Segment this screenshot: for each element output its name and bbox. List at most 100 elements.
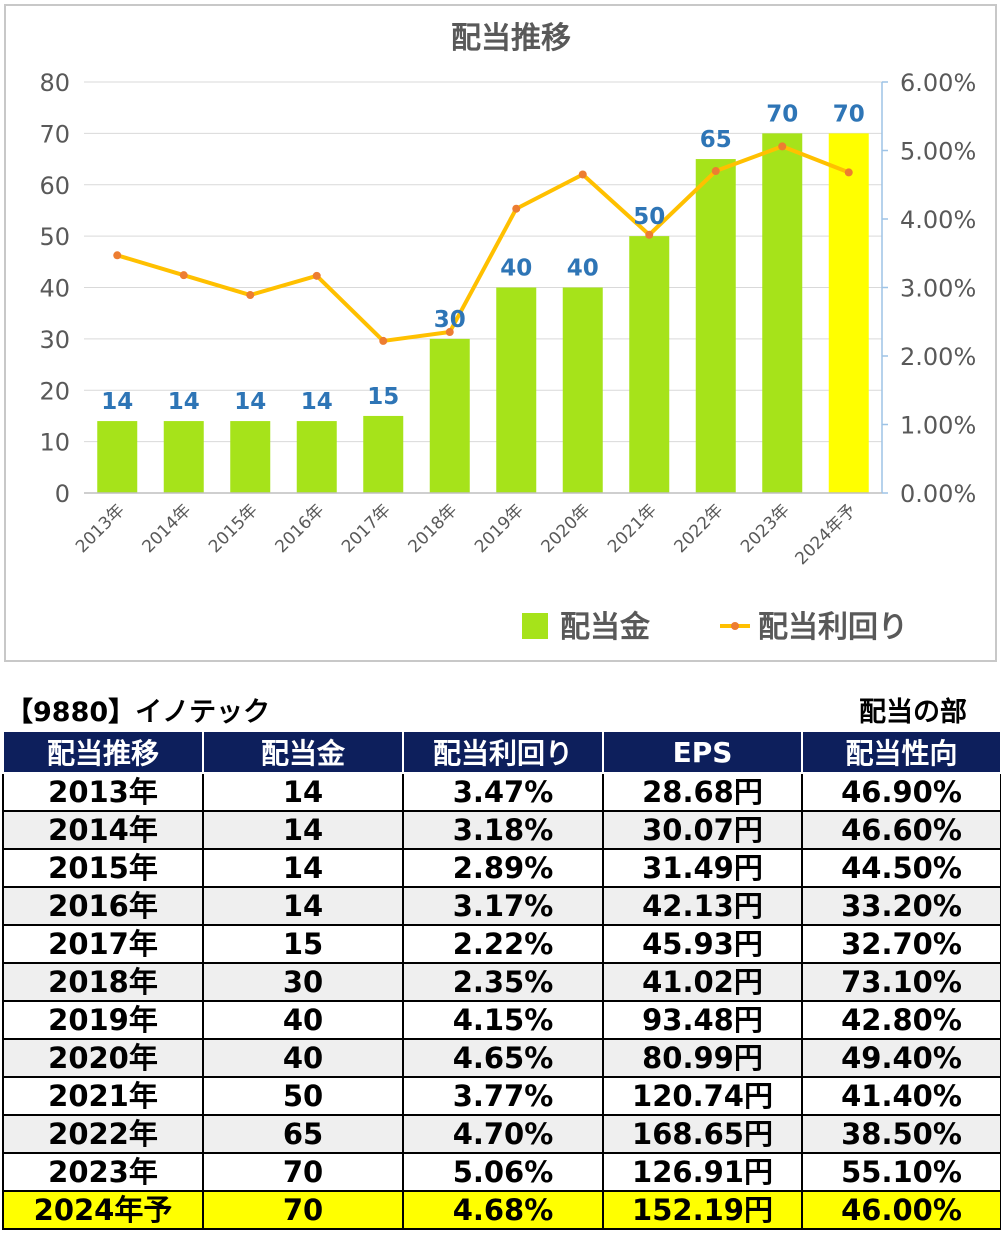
point-yield [645,230,654,239]
cell-payout: 38.50% [801,1114,1001,1154]
y-right-tick-label: 6.00% [900,69,976,97]
cell-payout: 32.70% [801,924,1001,964]
bar-data-label: 70 [766,101,798,127]
cell-eps: 126.91円 [602,1152,803,1192]
cell-eps: 152.19円 [602,1190,803,1230]
cell-yield: 3.17% [402,886,604,926]
table-row: 2023年 70 5.06% 126.91円 55.10% [2,1152,1001,1192]
bar-data-label: 15 [367,384,399,410]
table-row: 2014年 14 3.18% 30.07円 46.60% [2,810,1001,850]
bar-dividend [695,159,736,493]
cell-yield: 3.18% [402,810,604,850]
cell-dividend: 65 [202,1114,404,1154]
dividend-table: 配当推移 配当金 配当利回り EPS 配当性向 2013年 14 3.47% 28.6… [2,730,1001,1230]
bar-dividend [97,421,138,493]
x-tick-label: 2019年 [471,500,528,557]
bar-data-label: 14 [168,389,200,415]
x-tick-label: 2021年 [604,500,661,557]
point-yield [711,167,720,176]
cell-eps: 28.68円 [602,772,803,812]
cell-year: 2018年 [2,962,204,1002]
bar-dividend [163,421,204,493]
y-left-tick-label: 40 [39,275,70,303]
cell-payout: 46.90% [801,772,1001,812]
cell-year: 2013年 [2,772,204,812]
y-right-tick-label: 3.00% [900,275,976,303]
cell-payout: 73.10% [801,962,1001,1002]
bar-data-label: 14 [101,389,133,415]
cell-yield: 5.06% [402,1152,604,1192]
cell-eps: 168.65円 [602,1114,803,1154]
bar-dividend [562,287,603,493]
y-left-tick-label: 10 [39,429,70,457]
y-left-tick-label: 20 [39,377,70,405]
legend-label-yield: 配当利回り [758,610,908,645]
table-row: 2016年 14 3.17% 42.13円 33.20% [2,886,1001,926]
cell-payout: 55.10% [801,1152,1001,1192]
cell-dividend: 15 [202,924,404,964]
bar-data-label: 70 [833,101,865,127]
cell-year: 2020年 [2,1038,204,1078]
y-left-tick-label: 70 [39,120,70,148]
bar-dividend [496,287,537,493]
cell-eps: 41.02円 [602,962,803,1002]
cell-yield: 3.77% [402,1076,604,1116]
point-yield [844,168,853,177]
cell-payout: 41.40% [801,1076,1001,1116]
point-yield [113,251,122,260]
x-tick-label: 2022年 [671,500,728,557]
cell-dividend: 14 [202,886,404,926]
cell-year: 2014年 [2,810,204,850]
point-yield [778,142,787,151]
point-yield [445,328,454,337]
x-tick-label: 2023年 [737,500,794,557]
y-right-tick-label: 1.00% [900,412,976,440]
y-left-tick-label: 50 [39,223,70,251]
cell-yield: 4.65% [402,1038,604,1078]
table-row: 2022年 65 4.70% 168.65円 38.50% [2,1114,1001,1154]
cell-year: 2024年予 [2,1190,204,1230]
cell-payout: 33.20% [801,886,1001,926]
bar-dividend [296,421,337,493]
x-tick-label: 2024年予 [792,500,861,569]
cell-eps: 93.48円 [602,1000,803,1040]
cell-eps: 42.13円 [602,886,803,926]
point-yield [512,204,521,213]
y-right-tick-label: 5.00% [900,138,976,166]
section-caption: 配当の部 [859,697,967,728]
point-yield [179,271,188,280]
table-row: 2018年 30 2.35% 41.02円 73.10% [2,962,1001,1002]
x-tick-label: 2018年 [405,500,462,557]
cell-dividend: 40 [202,1038,404,1078]
bar-dividend [363,415,404,493]
cell-yield: 4.15% [402,1000,604,1040]
cell-year: 2015年 [2,848,204,888]
cell-yield: 4.70% [402,1114,604,1154]
point-yield [578,170,587,179]
header-payout-ratio: 配当性向 [801,730,1001,774]
table-header-row: 配当推移 配当金 配当利回り EPS 配当性向 [2,730,1001,774]
y-left-tick-label: 80 [39,69,70,97]
cell-eps: 30.07円 [602,810,803,850]
header-yield: 配当利回り [402,730,604,774]
bar-dividend [629,236,670,493]
dividend-chart-panel: 配当推移 0 10 20 30 40 50 60 70 80 0.00% 1.00% 2.00% 3.00… [4,4,997,662]
cell-payout: 42.80% [801,1000,1001,1040]
cell-yield: 2.35% [402,962,604,1002]
cell-eps: 120.74円 [602,1076,803,1116]
x-tick-label: 2016年 [272,500,329,557]
bar-data-label: 50 [633,204,665,230]
table-row: 2019年 40 4.15% 93.48円 42.80% [2,1000,1001,1040]
bar-dividend [828,133,869,493]
chart-title: 配当推移 [451,21,571,56]
table-row: 2020年 40 4.65% 80.99円 49.40% [2,1038,1001,1078]
cell-eps: 80.99円 [602,1038,803,1078]
point-yield [246,291,255,300]
legend-marker-yield [731,622,739,630]
x-tick-label: 2017年 [338,500,395,557]
cell-payout: 49.40% [801,1038,1001,1078]
point-yield [379,336,388,345]
bar-data-label: 40 [500,256,532,282]
cell-year: 2017年 [2,924,204,964]
x-tick-label: 2020年 [538,500,595,557]
